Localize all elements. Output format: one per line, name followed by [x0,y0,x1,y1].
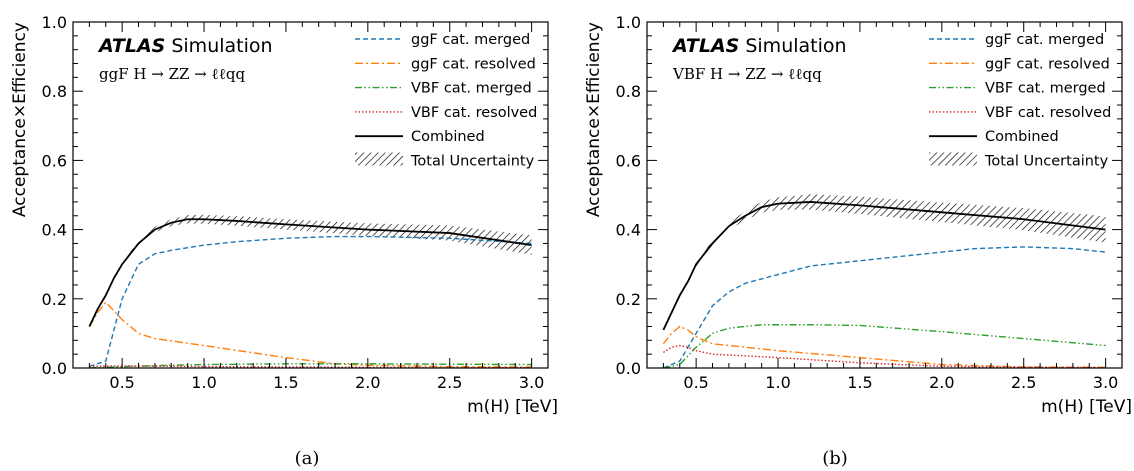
legend-entry-2: VBF cat. merged [411,81,532,97]
x-tick-label: 1.0 [765,373,790,392]
y-tick-label: 0.0 [42,359,67,378]
legend-entry-3: VBF cat. resolved [411,105,537,121]
legend-entry-3: VBF cat. resolved [985,105,1111,121]
series-line-2 [89,363,532,368]
series-line-2 [663,324,1106,368]
x-tick-label: 0.5 [109,373,134,392]
axes-frame [646,21,1123,369]
x-tick-label: 3.0 [519,373,544,392]
legend-entry-1: ggF cat. resolved [985,56,1110,72]
x-tick-label: 2.0 [929,373,954,392]
y-tick-label: 0.8 [42,82,67,101]
x-tick-label: 2.0 [355,373,380,392]
series-line-1 [88,301,532,368]
panel-caption: (a) [295,448,320,469]
series-line-0 [663,246,1106,368]
chart-panel-b: 0.5 1.0 1.5 2.0 2.5 3.0 0.0 0.2 0.4 0.6 0.8 1.0 m(H)… [584,13,1132,469]
experiment-sublabel: Simulation [171,35,272,57]
y-axis-label: Acceptance×Efficiency [584,22,604,217]
y-tick-label: 0.6 [616,151,641,170]
x-tick-label: 3.0 [1093,373,1118,392]
legend-entry-uncertainty: Total Uncertainty [984,154,1109,170]
y-tick-label: 0.6 [42,151,67,170]
experiment-name: ATLAS [97,35,165,57]
legend-entry-0: ggF cat. merged [985,32,1104,48]
series-line-4 [88,218,532,327]
x-tick-label: 1.0 [191,373,216,392]
legend-entry-4: Combined [411,129,485,145]
plot-area [662,194,1106,368]
series-line-1 [662,325,1106,368]
y-tick-label: 1.0 [616,13,641,32]
legend-hatch [355,152,403,166]
uncertainty-band [663,194,1106,331]
chart-panel-a: 0.5 1.0 1.5 2.0 2.5 3.0 0.0 0.2 0.4 0.6 0.8 1.0 m(H)… [10,13,558,469]
process-label: ggF H → ZZ → ℓℓqq [99,65,245,83]
series-line-4 [662,201,1106,331]
y-axis-label: Acceptance×Efficiency [10,22,30,217]
legend-entry-uncertainty: Total Uncertainty [410,154,535,170]
y-tick-label: 0.2 [42,290,67,309]
experiment-sublabel: Simulation [745,35,846,57]
x-axis-label: m(H) [TeV] [1041,397,1132,417]
axes-frame [72,21,549,369]
y-tick-label: 0.4 [42,221,67,240]
x-tick-label: 0.5 [683,373,708,392]
panel-caption: (b) [822,448,848,469]
series-line-3 [663,344,1106,368]
x-axis-label: m(H) [TeV] [467,397,558,417]
y-tick-label: 0.2 [616,290,641,309]
y-tick-label: 0.0 [616,359,641,378]
y-tick-label: 1.0 [42,13,67,32]
x-tick-label: 1.5 [273,373,298,392]
plot-area [88,214,532,368]
y-tick-label: 0.8 [616,82,641,101]
experiment-label: ATLAS Simulation [671,35,847,57]
legend-hatch [929,152,977,166]
x-tick-label: 2.5 [1011,373,1036,392]
experiment-name: ATLAS [671,35,739,57]
uncertainty-band [89,214,532,328]
x-tick-label: 1.5 [847,373,872,392]
legend-entry-0: ggF cat. merged [411,32,530,48]
legend-entry-1: ggF cat. resolved [411,56,536,72]
process-label: VBF H → ZZ → ℓℓqq [672,65,822,83]
series-line-0 [89,235,532,367]
experiment-label: ATLAS Simulation [97,35,273,57]
legend-entry-2: VBF cat. merged [985,81,1106,97]
y-tick-label: 0.4 [616,221,641,240]
legend-entry-4: Combined [985,129,1059,145]
x-tick-label: 2.5 [437,373,462,392]
